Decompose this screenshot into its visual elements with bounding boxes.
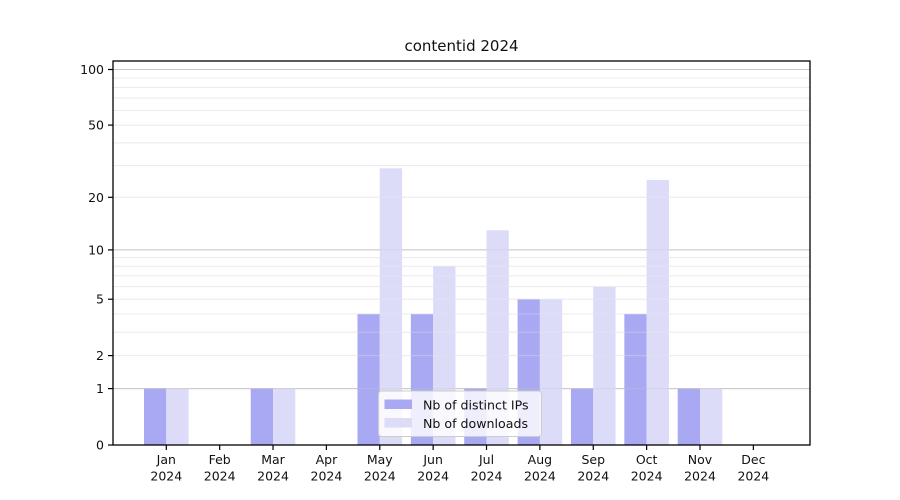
legend: Nb of distinct IPs Nb of downloads <box>378 390 542 437</box>
y-tick-label-2: 2 <box>96 348 104 363</box>
x-tick-label-month-mar: Mar <box>261 452 285 467</box>
bar-downloads-jan <box>166 388 189 445</box>
bar-distinct-ips-may <box>357 314 380 445</box>
bar-distinct-ips-sep <box>570 388 594 445</box>
legend-box <box>378 390 542 437</box>
y-tick-label-5: 5 <box>96 292 104 307</box>
bar-distinct-ips-mar <box>250 388 274 445</box>
bar-downloads-may <box>379 168 403 445</box>
y-tick-label-100: 100 <box>80 62 104 77</box>
bar-downloads-nov <box>700 388 723 445</box>
y-tick-label-10: 10 <box>88 242 104 257</box>
x-tick-label-month-jun: Jun <box>422 452 443 467</box>
x-tick-label-month-jul: Jul <box>478 452 494 467</box>
bar-distinct-ips-nov <box>677 388 700 445</box>
x-tick-label-month-apr: Apr <box>316 452 338 467</box>
x-tick-label-month-aug: Aug <box>528 452 552 467</box>
x-tick-label-year-jun: 2024 <box>417 469 449 484</box>
x-tick-label-month-dec: Dec <box>741 452 765 467</box>
bar-distinct-ips-oct <box>624 314 647 445</box>
bar-downloads-oct <box>646 179 669 445</box>
legend-swatch-downloads <box>384 418 412 428</box>
x-tick-label-month-oct: Oct <box>636 452 658 467</box>
bar-distinct-ips-jan <box>144 388 167 445</box>
x-tick-label-year-jan: 2024 <box>150 469 182 484</box>
x-tick-label-year-apr: 2024 <box>311 469 343 484</box>
x-tick-label-month-nov: Nov <box>688 452 713 467</box>
x-tick-label-month-jan: Jan <box>156 452 176 467</box>
x-tick-label-year-dec: 2024 <box>737 469 769 484</box>
x-tick-label-year-oct: 2024 <box>631 469 663 484</box>
x-tick-label-month-feb: Feb <box>209 452 231 467</box>
chart-title: contentid 2024 <box>404 37 518 55</box>
bar-downloads-sep <box>593 286 616 445</box>
legend-swatch-distinct-ips <box>384 399 412 409</box>
x-tick-label-year-may: 2024 <box>364 469 396 484</box>
x-tick-label-year-sep: 2024 <box>577 469 609 484</box>
x-tick-label-month-may: May <box>367 452 393 467</box>
x-tick-label-year-mar: 2024 <box>257 469 289 484</box>
x-tick-label-year-feb: 2024 <box>204 469 236 484</box>
x-tick-label-year-nov: 2024 <box>684 469 716 484</box>
x-tick-label-month-sep: Sep <box>581 452 605 467</box>
bar-downloads-mar <box>273 388 296 445</box>
bar-downloads-aug <box>539 299 563 445</box>
legend-label-downloads: Nb of downloads <box>423 416 528 431</box>
x-tick-label-year-jul: 2024 <box>471 469 503 484</box>
x-tick-label-year-aug: 2024 <box>524 469 556 484</box>
plot-border <box>112 60 811 446</box>
legend-label-distinct-ips: Nb of distinct IPs <box>423 398 529 413</box>
y-tick-label-1: 1 <box>96 381 104 396</box>
y-tick-label-50: 50 <box>88 118 104 133</box>
y-tick-label-0: 0 <box>96 438 104 453</box>
y-tick-label-20: 20 <box>88 190 104 205</box>
